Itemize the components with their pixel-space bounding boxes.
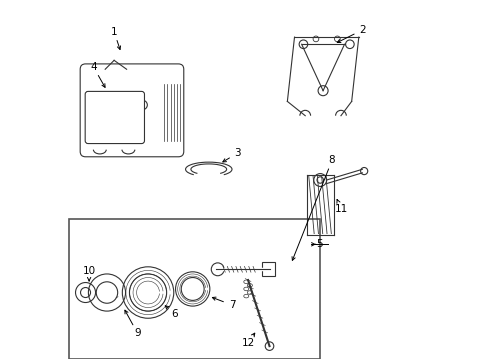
Text: 11: 11 — [334, 203, 347, 213]
Text: 9: 9 — [134, 328, 141, 338]
Text: 1: 1 — [111, 27, 117, 37]
Bar — [262, 262, 274, 276]
FancyBboxPatch shape — [80, 64, 183, 157]
Text: 8: 8 — [328, 156, 335, 165]
Text: 10: 10 — [82, 266, 96, 276]
Bar — [69, 219, 319, 359]
Text: 4: 4 — [90, 63, 97, 72]
FancyBboxPatch shape — [85, 91, 144, 144]
Text: 5: 5 — [316, 239, 322, 249]
Text: 2: 2 — [358, 25, 365, 35]
Text: 3: 3 — [234, 148, 240, 158]
Text: 7: 7 — [228, 300, 235, 310]
Text: 6: 6 — [171, 309, 178, 319]
Text: 12: 12 — [241, 338, 254, 347]
